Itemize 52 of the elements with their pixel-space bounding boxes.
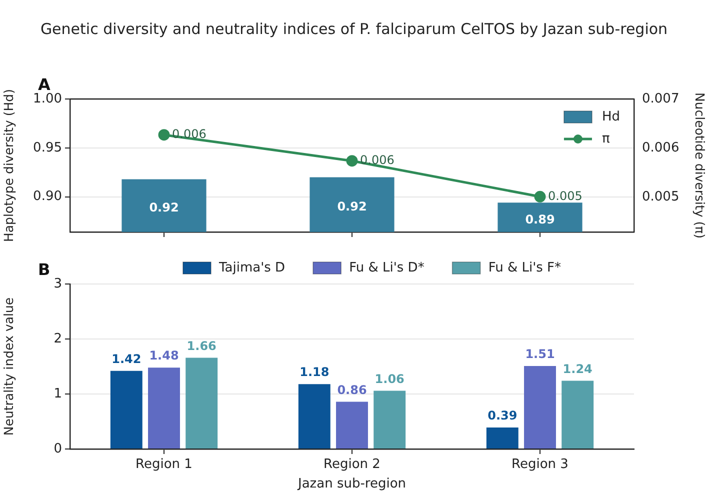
y2-tick-label: 0.006 <box>642 140 680 156</box>
chart-title: Genetic diversity and neutrality indices of P. falciparum CelTOS by Jazan sub-region <box>39 20 669 38</box>
legend-label: Hd <box>602 109 620 124</box>
point <box>346 155 358 167</box>
y2-tick-label: 0.007 <box>642 91 680 106</box>
bar <box>374 390 406 448</box>
x-tick-label: Region 1 <box>136 457 192 472</box>
y-tick-label: 0.95 <box>33 140 62 156</box>
bar <box>524 366 556 448</box>
y-tick-label: 3 <box>54 276 62 292</box>
text: B <box>38 260 50 279</box>
y-axis-title: Haplotype diversity (Hd) <box>0 89 16 242</box>
data-label: 1.24 <box>562 362 592 376</box>
bar <box>486 428 518 448</box>
y-tick-label: 0 <box>54 441 62 456</box>
bar <box>562 380 594 448</box>
y-axis-title: Neutrality index value <box>0 297 16 436</box>
legend-label: Fu & Li's F* <box>488 260 562 276</box>
point <box>534 190 546 202</box>
y2-axis-title: Nucleotide diversity (π) <box>692 92 708 239</box>
data-label: 1.48 <box>149 348 179 363</box>
x-axis-title: Jazan sub-region <box>296 476 406 492</box>
bar <box>186 358 218 448</box>
data-label: 1.42 <box>112 352 142 366</box>
data-label: 0.006 <box>172 126 206 141</box>
y2-tick-label: 0.005 <box>642 190 680 205</box>
y-tick-label: 0.90 <box>33 189 62 204</box>
x-tick-label: Region 2 <box>324 457 380 472</box>
data-label: 1.18 <box>300 365 330 380</box>
data-label: 0.005 <box>548 188 582 203</box>
y-tick-label: 1 <box>54 386 62 402</box>
y-tick-label: 2 <box>54 331 62 346</box>
data-label: 0.39 <box>488 408 518 423</box>
legend-label: π <box>602 131 610 146</box>
text: A <box>38 75 50 94</box>
data-label: 1.51 <box>525 347 555 362</box>
data-label: 0.92 <box>337 200 367 214</box>
data-label: 0.92 <box>149 200 179 215</box>
legend-label: Tajima's D <box>218 260 286 276</box>
data-label: 0.006 <box>360 152 394 167</box>
bar <box>148 368 180 448</box>
bar <box>298 384 330 448</box>
data-label: 1.06 <box>374 372 404 386</box>
data-label: 1.66 <box>186 338 216 353</box>
legend-label: Fu & Li's D* <box>349 260 425 276</box>
x-tick-label: Region 3 <box>512 457 568 472</box>
bar <box>336 402 368 448</box>
data-label: 0.86 <box>337 382 367 397</box>
bar <box>110 370 142 448</box>
point <box>158 129 170 141</box>
data-label: 0.89 <box>525 212 555 226</box>
y-tick-label: 1.00 <box>33 91 62 106</box>
